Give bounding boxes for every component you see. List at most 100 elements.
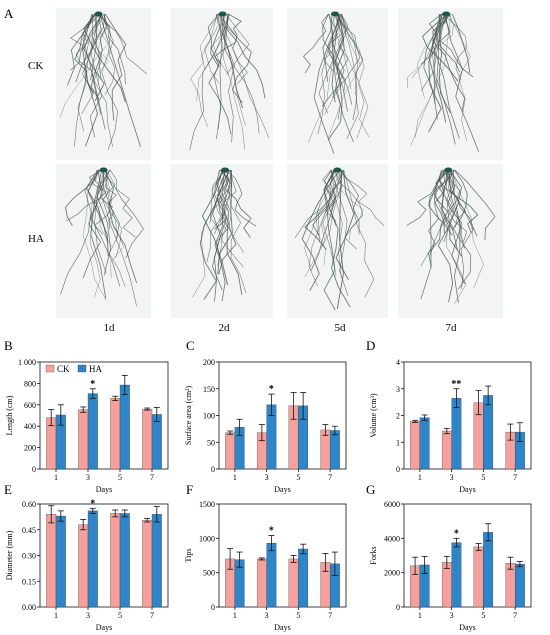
root-strand: [204, 13, 220, 84]
bar-ha-day-5: [119, 513, 130, 608]
plot-frame: [39, 361, 169, 470]
root-strand: [433, 13, 450, 120]
x-tick-label: 1: [233, 473, 237, 482]
root-strand: [302, 13, 329, 74]
root-strand: [82, 169, 111, 278]
y-tick-label: 200: [24, 444, 36, 453]
root-strand: [81, 13, 94, 115]
root-strand: [199, 169, 231, 300]
y-axis-label: Volume (cm³): [369, 393, 378, 438]
plot-frame: [218, 503, 347, 608]
y-axis-label: Forks: [369, 546, 378, 564]
bar-ha-day-3: [451, 397, 462, 470]
root-strand: [444, 13, 480, 152]
root-strand: [406, 169, 452, 226]
column-label-2d: 2d: [219, 322, 231, 334]
root-strand: [448, 169, 467, 228]
root-strand: [201, 169, 229, 286]
root-strand: [339, 169, 360, 235]
root-strand: [83, 13, 126, 103]
root-crown: [218, 11, 227, 17]
root-strand: [209, 169, 226, 224]
y-tick-label: 500: [203, 569, 215, 578]
root-strand: [105, 169, 126, 287]
bar-ck-day-3: [441, 430, 452, 470]
root-strand: [439, 13, 474, 78]
x-tick-label: 3: [86, 611, 90, 620]
x-axis-label: Days: [459, 485, 475, 494]
root-crown: [333, 167, 342, 173]
bar-ck-day-7: [142, 520, 153, 608]
root-strand: [211, 169, 244, 253]
root-photo-5: [56, 164, 151, 318]
root-strand: [218, 169, 237, 275]
root-strand: [226, 13, 270, 139]
root-strand: [420, 169, 454, 267]
root-strand: [101, 13, 119, 150]
root-strand: [316, 169, 335, 265]
root-strand: [217, 13, 223, 130]
root-strand: [323, 169, 351, 308]
root-strand: [454, 169, 496, 241]
root-strand: [294, 169, 332, 239]
root-strand: [423, 13, 442, 104]
root-strand: [77, 13, 103, 132]
root-strand: [90, 13, 108, 100]
panel-label-c: C: [186, 338, 195, 353]
root-strand: [90, 169, 107, 299]
y-tick-label: 100: [203, 412, 215, 421]
root-strand: [208, 13, 232, 135]
bar-ha-day-5: [298, 548, 309, 608]
root-strand: [104, 13, 127, 121]
y-tick-label: 4: [396, 358, 400, 367]
root-strand: [207, 13, 220, 68]
panel-label-a: A: [4, 6, 14, 21]
root-strand: [66, 169, 107, 222]
root-crown: [221, 167, 230, 173]
root-strand: [89, 13, 103, 138]
bar-ha-day-7: [151, 414, 162, 470]
x-tick-label: 7: [328, 473, 332, 482]
bar-ck-day-5: [473, 546, 484, 608]
root-strand: [226, 13, 252, 104]
root-strand: [75, 13, 102, 83]
root-strand: [322, 169, 342, 277]
y-tick-label: 1000: [199, 534, 215, 543]
chart-g: G 0 2000 4000 6000 Forks 1 3 * 5 7 Days: [366, 482, 532, 632]
panel-label-f: F: [186, 482, 193, 497]
x-tick-label: 1: [418, 473, 422, 482]
root-strand: [447, 169, 472, 290]
root-strand: [94, 169, 107, 274]
row-label-ha: HA: [28, 233, 44, 245]
root-strand: [417, 13, 446, 99]
bar-ck-day-7: [142, 408, 153, 470]
y-axis-label: Length (cm): [5, 395, 14, 435]
significance-marker: *: [454, 528, 459, 539]
significance-marker: **: [451, 379, 461, 390]
bar-ha-day-5: [119, 384, 130, 470]
x-tick-label: 7: [150, 473, 154, 482]
x-axis-label: Days: [96, 623, 112, 632]
root-strand: [310, 169, 337, 272]
root-strand: [87, 169, 109, 257]
root-strand: [442, 13, 468, 81]
y-tick-label: 0.00: [22, 603, 36, 612]
x-tick-label: 7: [513, 473, 517, 482]
root-strand: [443, 169, 455, 243]
legend-label-ha: HA: [89, 364, 102, 374]
root-strand: [98, 169, 112, 247]
bar-ck-day-1: [410, 421, 421, 470]
bar-ck-day-3: [441, 562, 452, 608]
root-strand: [81, 13, 98, 147]
root-strand: [104, 169, 117, 229]
bar-ck-day-5: [110, 513, 121, 608]
panel-label-d: D: [366, 338, 375, 353]
root-strand: [324, 13, 342, 115]
x-tick-label: 3: [86, 473, 90, 482]
root-strand: [217, 169, 243, 295]
x-tick-label: 5: [481, 473, 485, 482]
root-crown: [330, 11, 339, 17]
y-tick-label: 1 000: [18, 358, 36, 367]
x-axis-label: Days: [274, 485, 290, 494]
column-label-5d: 5d: [335, 322, 347, 334]
